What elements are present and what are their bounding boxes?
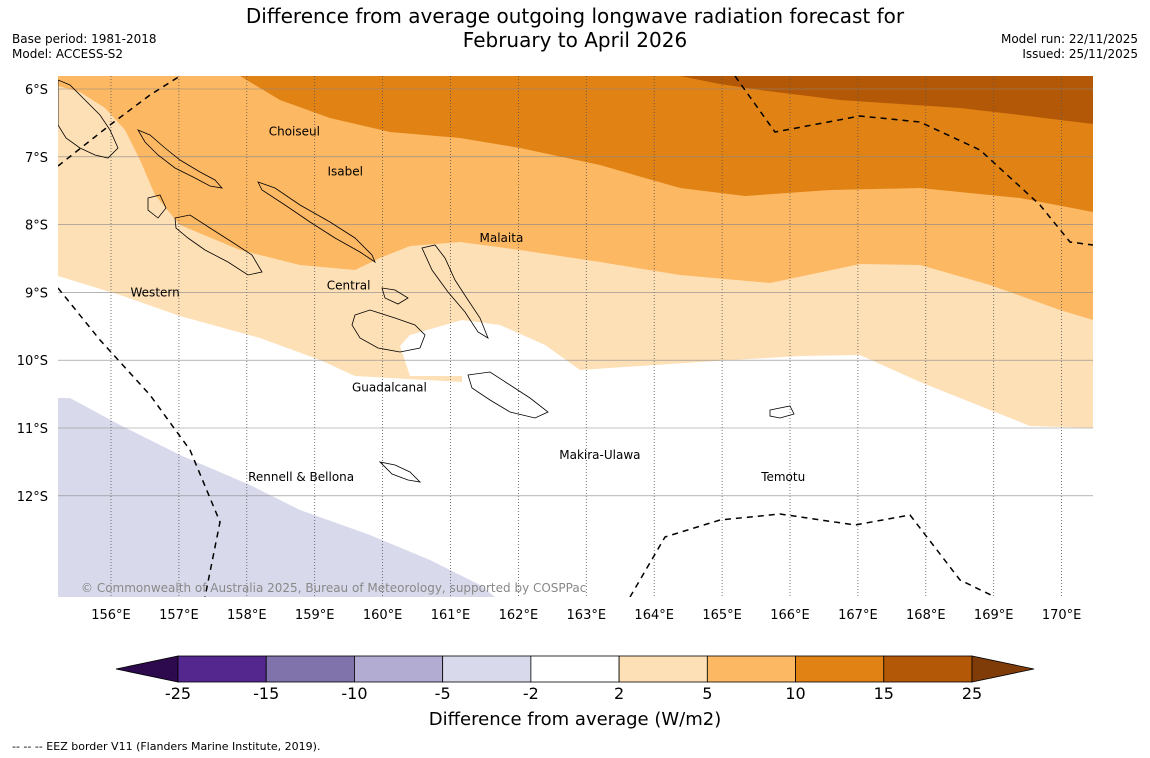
lon-tick-label: 162°E — [499, 608, 539, 623]
region-label: Makira-Ulawa — [559, 448, 640, 462]
colorbar-tick-label: 15 — [873, 684, 894, 703]
axis-labels: 156°E 157°E 158°E 159°E 160°E 161°E 162°E 163°E… — [17, 83, 1082, 623]
island-santa-cruz — [769, 405, 795, 419]
lat-tick-label: 11°S — [17, 422, 48, 437]
colorbar-tick-label: 5 — [702, 684, 713, 703]
colorbar-swatch — [706, 655, 796, 683]
lat-tick-label: 10°S — [17, 354, 48, 369]
colorbar-tick-label: 25 — [961, 684, 983, 703]
lat-tick-label: 12°S — [17, 490, 48, 505]
colorbar-extend-high — [971, 655, 1035, 683]
island-santa-isabel — [257, 181, 376, 264]
eez-borders — [58, 76, 1093, 597]
eez-border-south-west — [58, 287, 221, 597]
lon-tick-label: 167°E — [838, 608, 878, 623]
lat-tick-label: 8°S — [25, 219, 48, 234]
band-neg2-to-neg5 — [58, 398, 495, 597]
colorbar-swatch — [265, 655, 355, 683]
title-line-1: Difference from average outgoing longwav… — [245, 4, 905, 28]
colorbar-swatch — [883, 655, 973, 683]
lat-tick-label: 6°S — [25, 83, 48, 98]
island-rennell — [378, 461, 422, 483]
region-label: Central — [327, 279, 371, 293]
island-new-georgia — [174, 214, 263, 276]
band-15-to-25 — [680, 76, 1093, 124]
lat-tick-label: 9°S — [25, 286, 48, 301]
model-run: Model run: 22/11/2025 — [1000, 32, 1138, 46]
issued-date: Issued: 25/11/2025 — [1022, 47, 1138, 61]
island-choiseul — [137, 129, 224, 189]
title-line-2: February to April 2026 — [462, 28, 688, 52]
coastlines — [58, 79, 795, 483]
eez-border-north-west — [58, 76, 181, 167]
lon-tick-label: 165°E — [702, 608, 742, 623]
colorbar-tick-label: -15 — [253, 684, 280, 703]
lon-tick-label: 158°E — [227, 608, 267, 623]
copyright-text: © Commonwealth of Australia 2025, Bureau… — [81, 581, 586, 595]
lon-tick-label: 164°E — [634, 608, 674, 623]
colorbar-swatch — [795, 655, 885, 683]
colorbar-swatch — [530, 655, 620, 683]
region-label: Isabel — [328, 165, 363, 179]
island-central — [381, 287, 409, 305]
colorbar-tick-label: 2 — [614, 684, 625, 703]
colorbar-swatch — [618, 655, 708, 683]
island-bougainville — [58, 79, 119, 159]
lon-tick-label: 159°E — [295, 608, 335, 623]
colorbar-tick-label: 10 — [785, 684, 806, 703]
region-labels: Choiseul Isabel Malaita Central Western Guada… — [131, 125, 806, 484]
colorbar-label: Difference from average (W/m2) — [428, 709, 722, 730]
colorbar-extend-low — [115, 655, 179, 683]
island-malaita — [421, 244, 489, 339]
colorbar-swatch — [354, 655, 444, 683]
base-period: Base period: 1981-2018 — [12, 32, 157, 46]
lon-tick-label: 160°E — [363, 608, 403, 623]
lon-tick-label: 161°E — [431, 608, 471, 623]
colorbar-swatch — [177, 655, 267, 683]
eez-legend: -- -- -- EEZ border V11 (Flanders Marine… — [12, 740, 321, 753]
island-makira — [467, 371, 549, 419]
colorbar-tick-label: -25 — [164, 684, 192, 703]
forecast-map: Choiseul Isabel Malaita Central Western Guada… — [58, 76, 1093, 597]
lon-tick-label: 169°E — [974, 608, 1014, 623]
region-label: Malaita — [480, 231, 524, 245]
lon-tick-label: 166°E — [770, 608, 810, 623]
lon-tick-label: 163°E — [567, 608, 607, 623]
lon-tick-label: 168°E — [906, 608, 946, 623]
lat-tick-label: 7°S — [25, 151, 48, 166]
lon-tick-label: 156°E — [91, 608, 131, 623]
colorbar-tick-label: -2 — [522, 684, 539, 703]
band-10-to-15 — [240, 76, 1093, 212]
graticule — [58, 76, 1093, 597]
colorbar-tick-label: -10 — [341, 684, 368, 703]
region-label: Rennell & Bellona — [248, 470, 354, 484]
lon-tick-label: 170°E — [1042, 608, 1082, 623]
region-label: Temotu — [760, 470, 805, 484]
island-guadalcanal — [351, 309, 426, 353]
colorbar — [115, 655, 1035, 683]
region-label: Western — [131, 285, 180, 299]
lon-tick-label: 157°E — [159, 608, 199, 623]
region-label: Choiseul — [269, 125, 320, 139]
meta-left: Base period: 1981-2018 Model: ACCESS-S2 — [12, 32, 157, 62]
colorbar-swatch — [442, 655, 532, 683]
model-name: Model: ACCESS-S2 — [12, 47, 124, 61]
meta-right: Model run: 22/11/2025 Issued: 25/11/2025 — [1001, 32, 1138, 62]
colorbar-tick-label: -5 — [434, 684, 451, 703]
eez-border-south-east — [629, 513, 996, 597]
region-label: Guadalcanal — [352, 380, 427, 394]
island-vella-lavella — [147, 194, 167, 219]
